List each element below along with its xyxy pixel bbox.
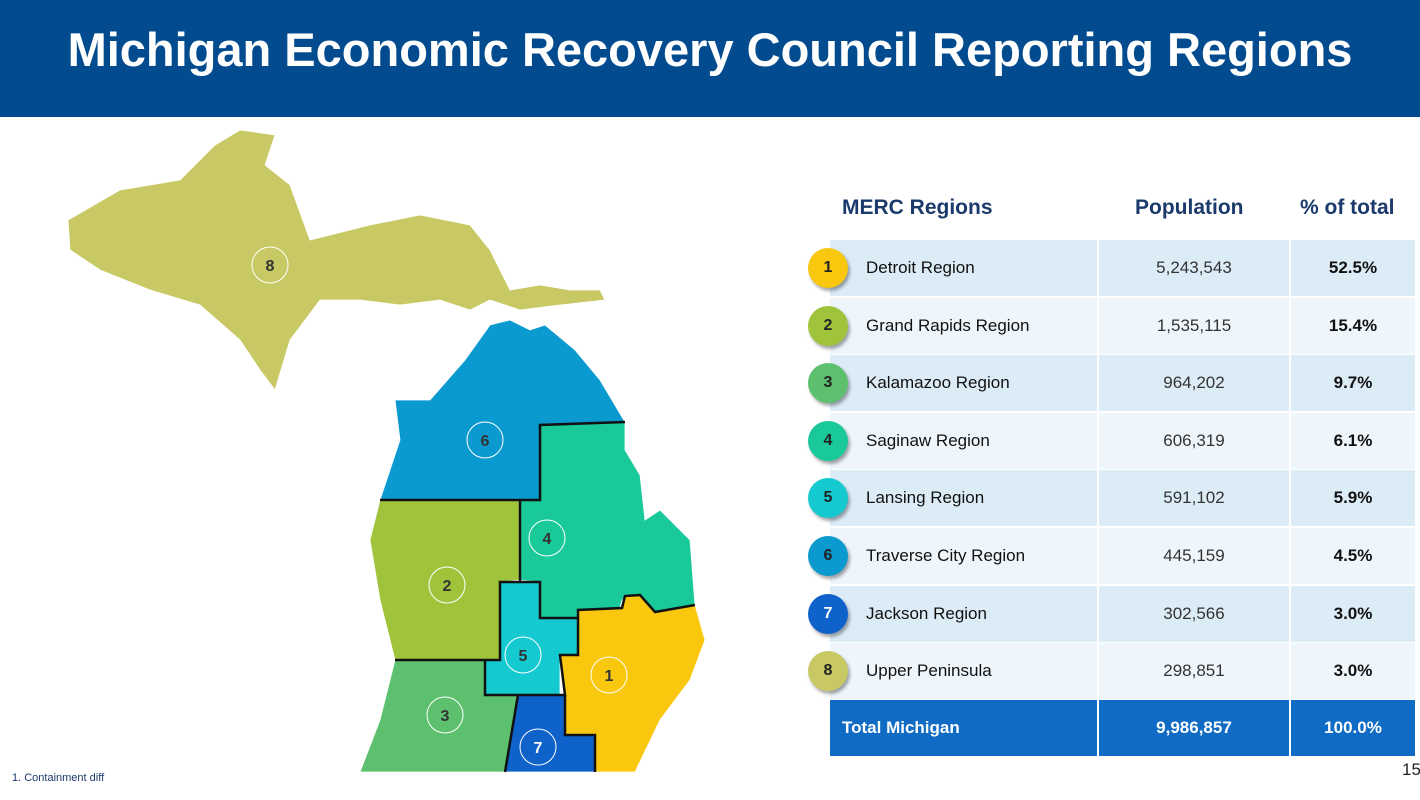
table-row: 4 Saginaw Region 606,319 6.1% — [808, 412, 1415, 469]
region-name: Jackson Region — [830, 585, 1097, 642]
map-marker-8: 8 — [251, 246, 289, 284]
region-name: Grand Rapids Region — [830, 297, 1097, 354]
table-row: 1 Detroit Region 5,243,543 52.5% — [808, 240, 1415, 296]
region-number-badge: 2 — [808, 305, 848, 346]
region-pct: 5.9% — [1291, 470, 1415, 527]
header-population: Population — [1135, 196, 1244, 219]
map-marker-5: 5 — [504, 636, 542, 674]
total-population: 9,986,857 — [1099, 700, 1289, 756]
region-population: 5,243,543 — [1099, 240, 1289, 296]
region-population: 591,102 — [1099, 470, 1289, 527]
total-row: Total Michigan 9,986,857 100.0% — [830, 700, 1415, 756]
region-number-badge: 8 — [808, 651, 848, 692]
region-population: 302,566 — [1099, 585, 1289, 642]
table-row: 3 Kalamazoo Region 964,202 9.7% — [808, 355, 1415, 412]
region-number-badge: 7 — [808, 593, 848, 634]
region-pct: 3.0% — [1291, 585, 1415, 642]
header-regions: MERC Regions — [842, 196, 993, 219]
svg-text:4: 4 — [543, 531, 552, 548]
map-marker-3: 3 — [426, 696, 464, 734]
region-number-badge: 6 — [808, 536, 848, 576]
region-population: 445,159 — [1099, 528, 1289, 584]
region-pct: 9.7% — [1291, 355, 1415, 412]
region-name: Kalamazoo Region — [830, 355, 1097, 412]
michigan-region-map: 8 6 4 2 5 1 3 7 — [67, 129, 706, 773]
map-marker-7: 7 — [519, 728, 557, 766]
region-number-badge: 4 — [808, 420, 848, 461]
title-banner: Michigan Economic Recovery Council Repor… — [0, 0, 1420, 117]
region-pct: 52.5% — [1291, 240, 1415, 296]
region-name: Upper Peninsula — [830, 643, 1097, 700]
svg-text:3: 3 — [441, 708, 450, 725]
region-pct: 15.4% — [1291, 297, 1415, 354]
map-marker-1: 1 — [590, 656, 628, 694]
total-label: Total Michigan — [830, 700, 1097, 756]
region-number-badge: 3 — [808, 363, 848, 404]
region-number-badge: 5 — [808, 478, 848, 519]
table-row: 7 Jackson Region 302,566 3.0% — [808, 585, 1415, 642]
region-name: Detroit Region — [830, 240, 1097, 296]
header-pct: % of total — [1300, 196, 1395, 219]
svg-text:8: 8 — [266, 258, 275, 275]
map-marker-4: 4 — [528, 519, 566, 557]
region-pct: 3.0% — [1291, 643, 1415, 700]
region-name: Lansing Region — [830, 470, 1097, 527]
page-number: 15 — [1402, 760, 1420, 779]
region-pct: 6.1% — [1291, 412, 1415, 469]
svg-text:5: 5 — [519, 648, 528, 665]
svg-text:6: 6 — [481, 433, 490, 450]
region-population: 964,202 — [1099, 355, 1289, 412]
map-marker-2: 2 — [428, 566, 466, 604]
region-name: Traverse City Region — [830, 528, 1097, 584]
region-population: 606,319 — [1099, 412, 1289, 469]
table-row: 8 Upper Peninsula 298,851 3.0% — [808, 643, 1415, 700]
total-pct: 100.0% — [1291, 700, 1415, 756]
table-row: 5 Lansing Region 591,102 5.9% — [808, 470, 1415, 527]
region-pct: 4.5% — [1291, 528, 1415, 584]
table-row: 6 Traverse City Region 445,159 4.5% — [808, 528, 1415, 584]
page-title: Michigan Economic Recovery Council Repor… — [67, 23, 1353, 76]
svg-text:2: 2 — [443, 578, 452, 595]
map-marker-6: 6 — [466, 421, 504, 459]
region-population: 298,851 — [1099, 643, 1289, 700]
svg-text:7: 7 — [534, 740, 543, 757]
svg-text:1: 1 — [605, 668, 614, 685]
footnote: 1. Containment diff — [12, 772, 105, 784]
region-population: 1,535,115 — [1099, 297, 1289, 354]
table-row: 2 Grand Rapids Region 1,535,115 15.4% — [808, 297, 1415, 354]
region-number-badge: 1 — [808, 248, 848, 288]
region-8-upper-peninsula — [67, 129, 606, 391]
region-name: Saginaw Region — [830, 412, 1097, 469]
